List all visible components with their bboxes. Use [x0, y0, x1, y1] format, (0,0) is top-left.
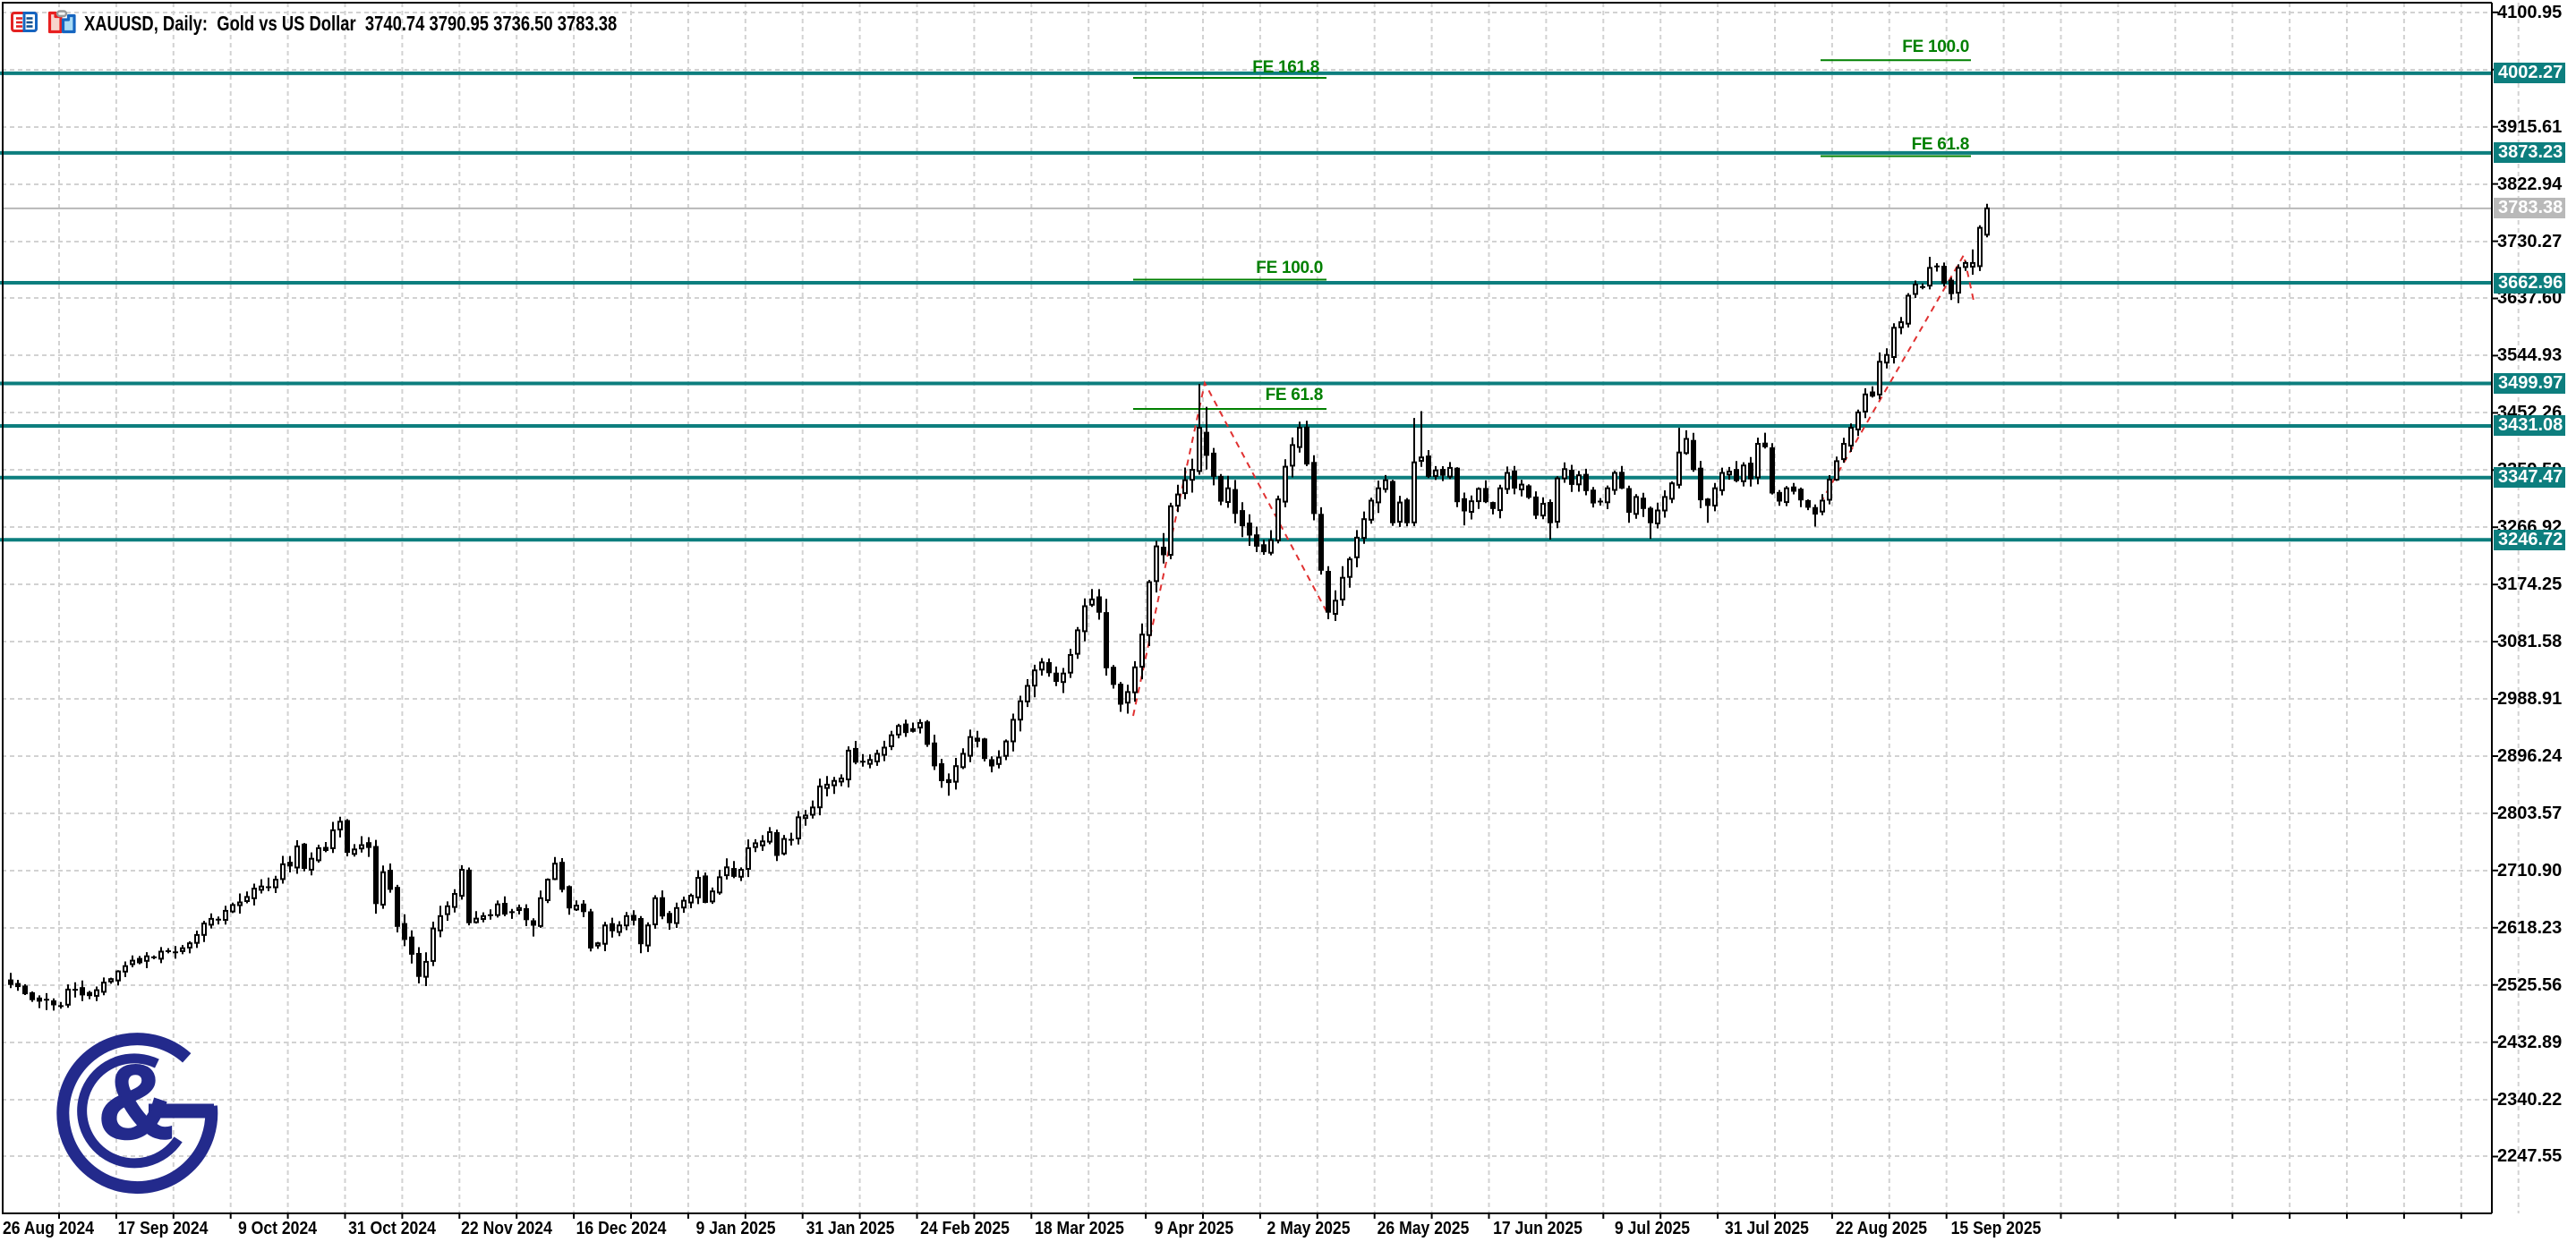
svg-text:&: & — [98, 1043, 174, 1161]
